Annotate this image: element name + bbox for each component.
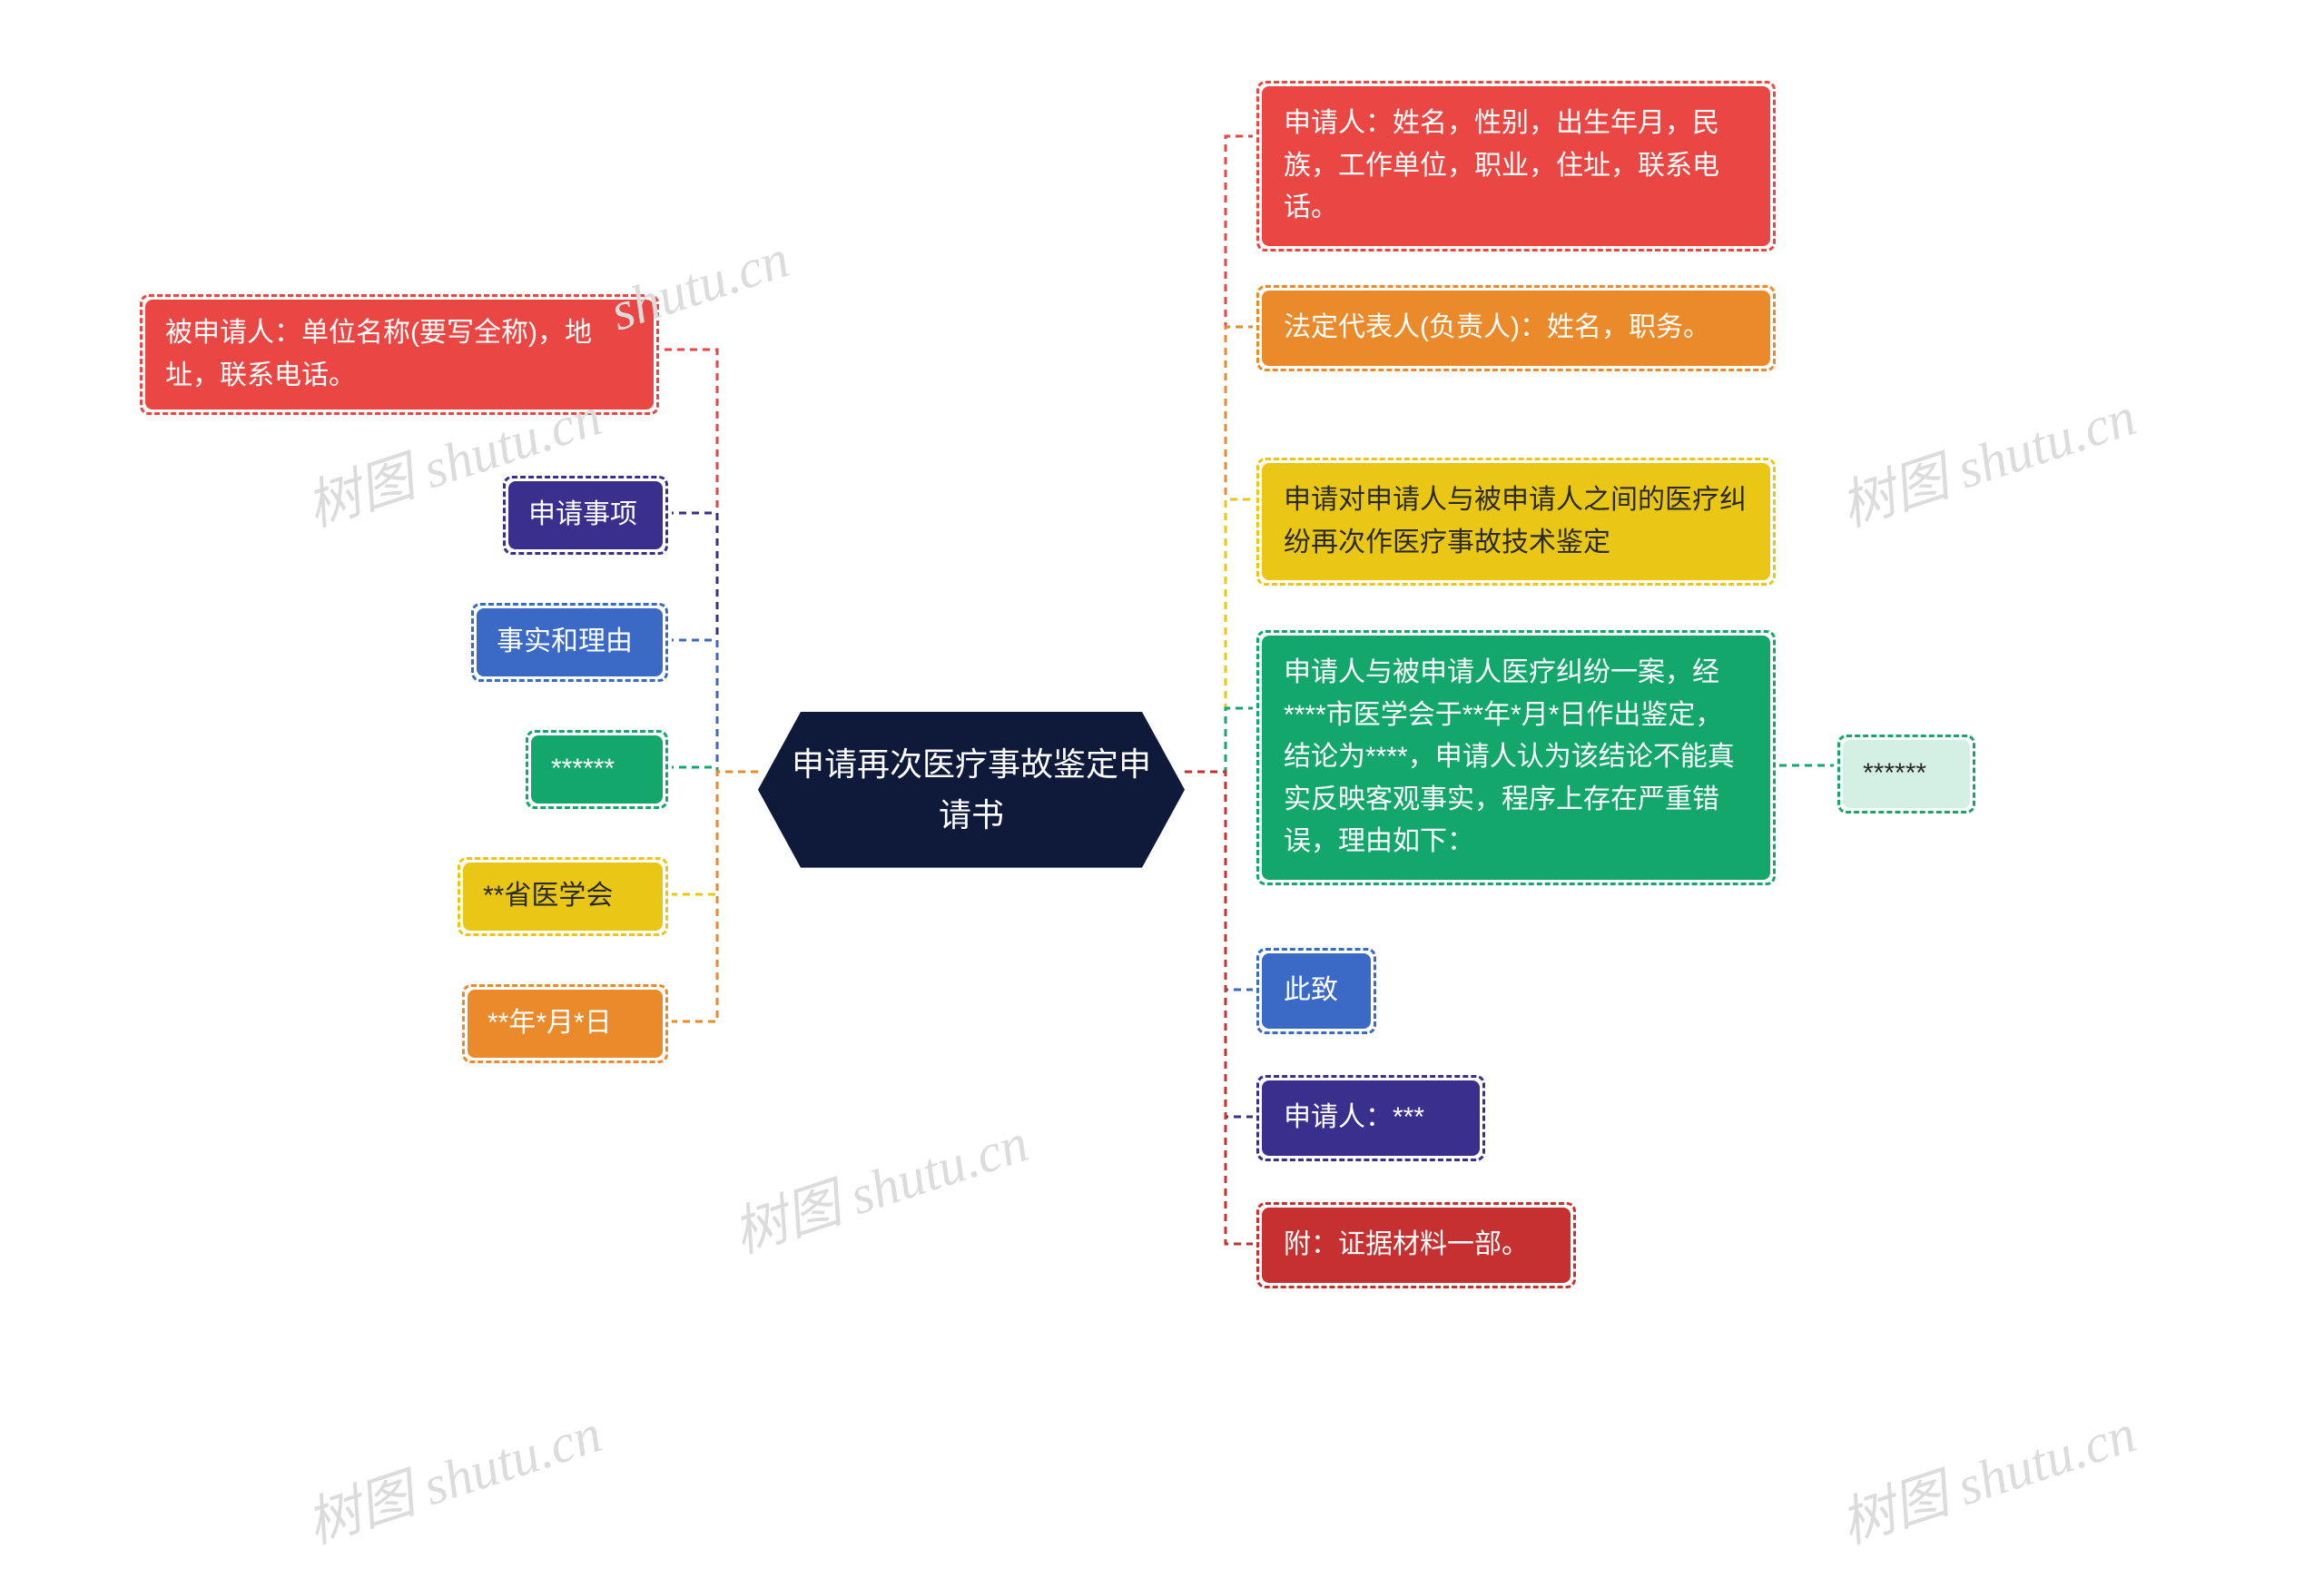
mindmap-node: 申请人：姓名，性别，出生年月，民族，工作单位，职业，住址，联系电话。 <box>1262 86 1770 246</box>
node-label: 申请人与被申请人医疗纠纷一案，经****市医学会于**年*月*日作出鉴定，结论为… <box>1284 657 1735 856</box>
watermark: 树图 shutu.cn <box>295 1389 610 1559</box>
node-label: 事实和理由 <box>497 626 633 656</box>
watermark: 树图 shutu.cn <box>1829 1389 2144 1559</box>
node-label: **省医学会 <box>483 881 613 911</box>
node-label: 附：证据材料一部。 <box>1284 1229 1529 1259</box>
mindmap-node: **省医学会 <box>463 863 663 931</box>
node-label: **年*月*日 <box>487 1008 612 1038</box>
node-label: 申请事项 <box>528 499 637 529</box>
mindmap-node: ****** <box>531 735 663 804</box>
node-label: 申请人：姓名，性别，出生年月，民族，工作单位，职业，住址，联系电话。 <box>1284 108 1719 222</box>
mindmap-node: 申请人：*** <box>1262 1080 1480 1156</box>
node-label: ****** <box>551 754 615 784</box>
mindmap-node: **年*月*日 <box>468 990 663 1058</box>
mindmap-node: 附：证据材料一部。 <box>1262 1208 1571 1283</box>
mindmap-node: 法定代表人(负责人)：姓名，职务。 <box>1262 291 1770 366</box>
node-label: ****** <box>1863 758 1926 788</box>
mindmap-node: 申请事项 <box>508 481 663 549</box>
watermark: 树图 shutu.cn <box>722 1099 1037 1268</box>
mindmap-node: 事实和理由 <box>477 608 663 676</box>
mindmap-node: ****** <box>1843 740 1970 808</box>
node-label: 申请对申请人与被申请人之间的医疗纠纷再次作医疗事故技术鉴定 <box>1284 485 1747 557</box>
node-label: 法定代表人(负责人)：姓名，职务。 <box>1284 312 1710 342</box>
mindmap-node: 申请人与被申请人医疗纠纷一案，经****市医学会于**年*月*日作出鉴定，结论为… <box>1262 636 1770 880</box>
mindmap-node: 申请对申请人与被申请人之间的医疗纠纷再次作医疗事故技术鉴定 <box>1262 463 1770 580</box>
node-label: 被申请人：单位名称(要写全称)，地址，联系电话。 <box>165 318 592 390</box>
node-label: 申请人：*** <box>1284 1102 1424 1132</box>
mindmap-node: 此致 <box>1262 953 1371 1029</box>
watermark: 树图 shutu.cn <box>1829 372 2144 542</box>
mindmap-node: 被申请人：单位名称(要写全称)，地址，联系电话。 <box>145 300 654 409</box>
root-node: 申请再次医疗事故鉴定申请书 <box>758 712 1185 868</box>
node-label: 此致 <box>1284 975 1338 1005</box>
